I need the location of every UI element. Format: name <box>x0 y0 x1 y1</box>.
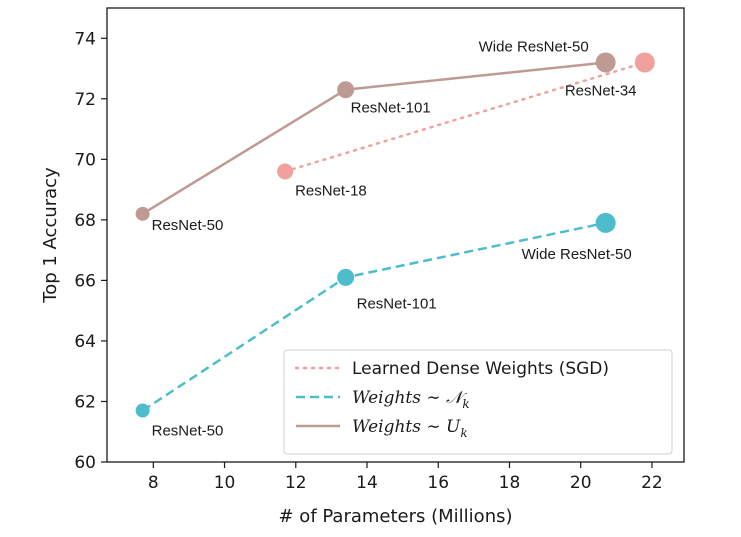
y-tick-label: 64 <box>74 332 96 352</box>
weights-normal-label-wide-resnet-50: Wide ResNet-50 <box>522 246 632 263</box>
legend-entry-learned-dense: Learned Dense Weights (SGD) <box>352 359 609 379</box>
weights-normal-label-resnet-101: ResNet-101 <box>357 295 437 312</box>
x-tick-label: 10 <box>214 473 236 493</box>
legend-entry-weights-normal-subscript: k <box>462 397 469 411</box>
series-points <box>135 52 655 418</box>
learned-dense-point-resnet-34 <box>634 52 655 73</box>
legend-entry-weights-uniform-name: Weights ∼ U <box>352 417 461 437</box>
y-axis-label: Top 1 Accuracy <box>40 167 61 304</box>
legend-entry-weights-normal-name: Weights ∼ 𝒩 <box>352 388 468 408</box>
legend-entry-weights-uniform: Weights ∼ Uk <box>352 417 468 440</box>
plot-frame <box>106 7 685 463</box>
weights-normal-label-resnet-50: ResNet-50 <box>152 423 224 440</box>
weights-uniform-point-resnet-101 <box>337 81 355 99</box>
weights-normal-point-resnet-50 <box>135 403 150 418</box>
x-axis-label: # of Parameters (Millions) <box>279 506 513 527</box>
learned-dense-line <box>283 61 647 173</box>
weights-normal-point-wide-resnet-50 <box>595 212 616 233</box>
y-tick-label: 72 <box>74 90 96 110</box>
weights-normal-point-resnet-101 <box>337 268 355 286</box>
weights-uniform-label-resnet-101: ResNet-101 <box>351 100 431 117</box>
y-tick-label: 68 <box>74 211 96 231</box>
learned-dense-label-resnet-18: ResNet-18 <box>295 182 367 199</box>
y-tick-label: 62 <box>74 392 96 412</box>
weights-uniform-label-wide-resnet-50: Wide ResNet-50 <box>479 38 589 55</box>
y-tick-label: 66 <box>74 271 96 291</box>
y-tick-label: 74 <box>74 29 96 49</box>
y-tick-label: 60 <box>74 453 96 473</box>
legend-box <box>283 349 673 455</box>
learned-dense-point-resnet-18 <box>277 163 294 180</box>
legend-entry-weights-uniform-subscript: k <box>460 426 467 440</box>
weights-uniform-point-resnet-50 <box>135 206 150 221</box>
weights-uniform-point-wide-resnet-50 <box>595 52 616 73</box>
x-tick-label: 22 <box>641 473 663 493</box>
axes: 8 10 12 14 16 18 20 22 60 62 64 66 68 70 72 74 <box>74 7 685 493</box>
point-labels: ResNet-18 ResNet-34 ResNet-50 ResNet-101 Wid… <box>152 38 637 439</box>
x-tick-label: 16 <box>427 473 449 493</box>
x-tick-label: 20 <box>570 473 592 493</box>
x-tick-label: 14 <box>356 473 378 493</box>
x-tick-label: 12 <box>285 473 307 493</box>
weights-uniform-label-resnet-50: ResNet-50 <box>152 217 224 234</box>
weights-uniform-line <box>141 61 606 215</box>
legend: Learned Dense Weights (SGD) Weights ∼ 𝒩k… <box>283 349 673 455</box>
y-tick-label: 70 <box>74 150 96 170</box>
x-tick-label: 8 <box>148 473 159 493</box>
x-tick-label: 18 <box>499 473 521 493</box>
learned-dense-label-resnet-34: ResNet-34 <box>565 82 637 99</box>
legend-entry-weights-normal: Weights ∼ 𝒩k <box>352 388 470 411</box>
